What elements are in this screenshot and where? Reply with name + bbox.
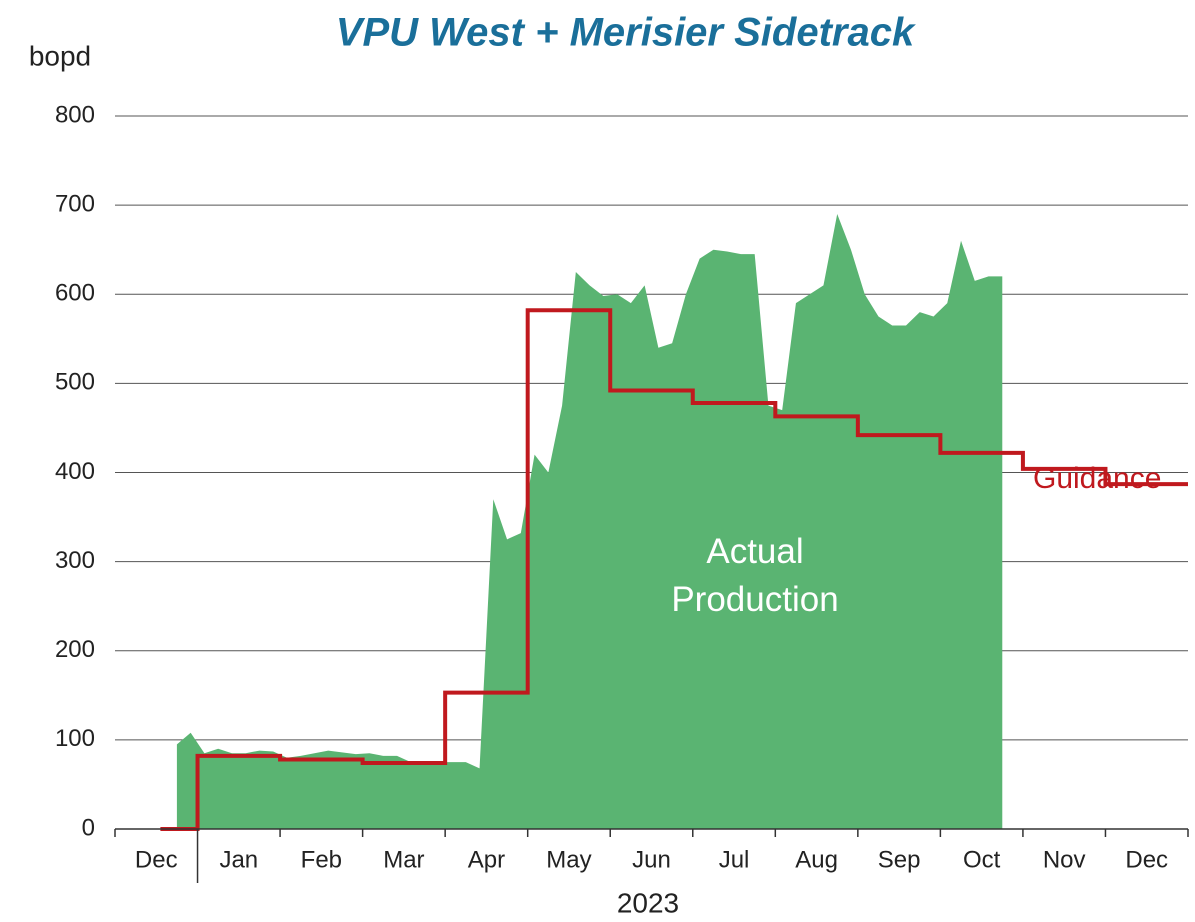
x-tick-label: Dec	[135, 846, 178, 873]
production-area	[176, 214, 1003, 830]
x-tick-label: Nov	[1043, 846, 1086, 873]
x-tick-label: Jun	[632, 846, 671, 873]
y-tick-label: 700	[55, 190, 95, 217]
area-label: Actual Production	[671, 532, 839, 619]
x-tick-label: Feb	[301, 846, 342, 873]
x-tick-label: Aug	[795, 846, 838, 873]
y-tick-label: 500	[55, 369, 95, 396]
y-tick-label: 300	[55, 547, 95, 574]
x-tick-label: Jul	[719, 846, 750, 873]
series-label: Guidance	[1033, 462, 1161, 495]
x-tick-label: Sep	[878, 846, 921, 873]
chart-title: VPU West + Merisier Sidetrack	[336, 11, 916, 55]
y-tick-label: 0	[82, 814, 95, 841]
x-tick-label: Mar	[383, 846, 424, 873]
x-axis-label: 2023	[617, 887, 679, 918]
x-tick-label: Dec	[1125, 846, 1168, 873]
y-tick-label: 200	[55, 636, 95, 663]
x-tick-label: Jan	[219, 846, 258, 873]
y-tick-label: 400	[55, 458, 95, 485]
y-tick-label: 600	[55, 280, 95, 307]
x-tick-label: Apr	[468, 846, 505, 873]
y-axis-label: bopd	[29, 40, 91, 71]
x-tick-label: Oct	[963, 846, 1001, 873]
guidance-line	[160, 308, 1188, 831]
y-tick-label: 100	[55, 725, 95, 752]
y-tick-label: 800	[55, 101, 95, 128]
x-tick-label: May	[546, 846, 591, 873]
